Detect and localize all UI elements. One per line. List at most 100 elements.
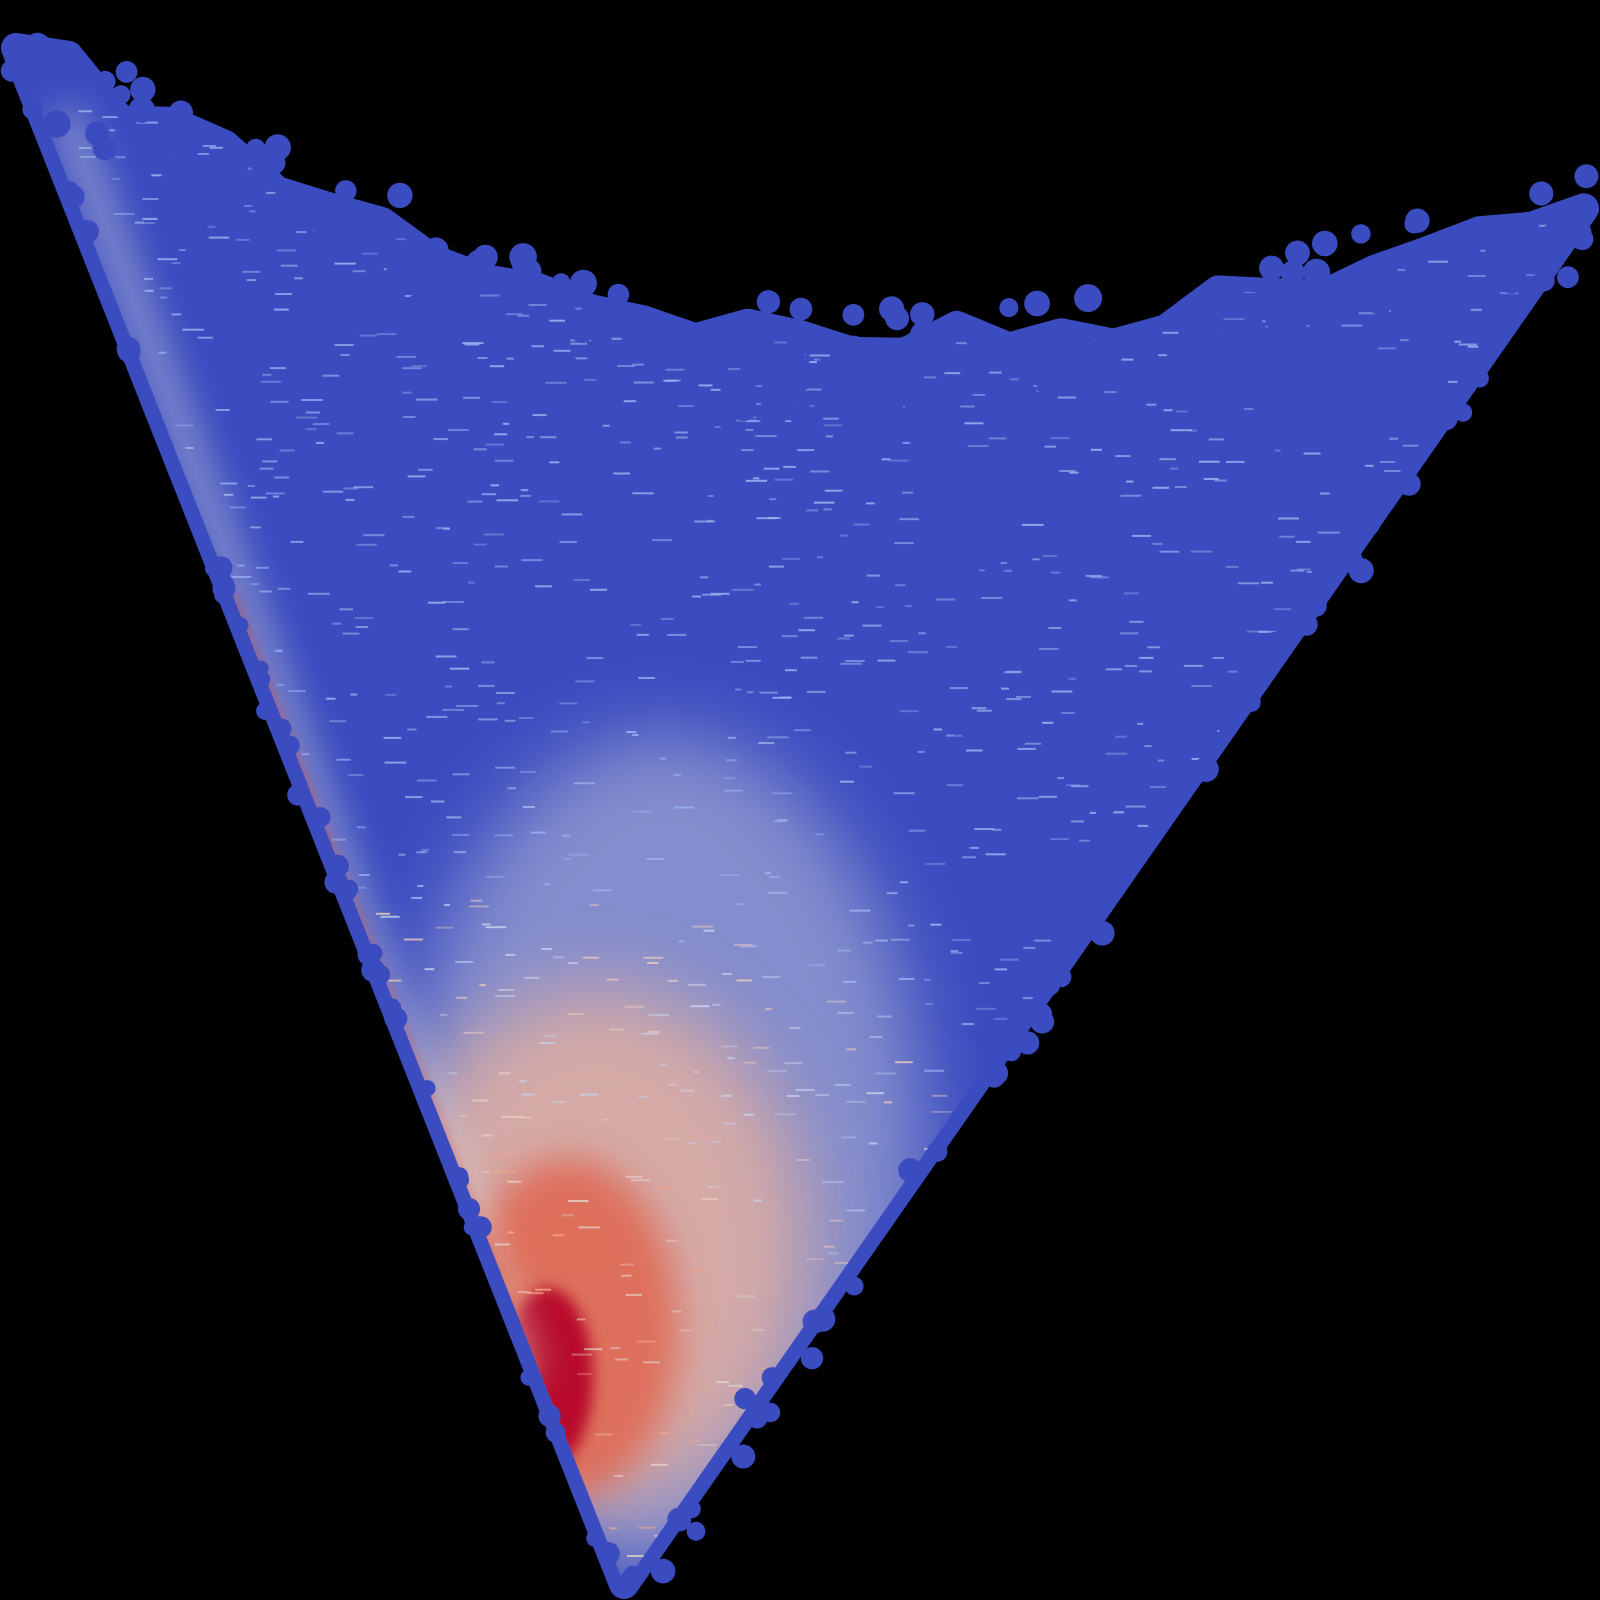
point-speckle [481,923,491,926]
point-speckle [1115,735,1127,738]
point-speckle [587,100,602,103]
point-speckle [1306,570,1314,573]
point-speckle [462,342,484,345]
outlier-point [505,273,529,298]
point-speckle [602,1118,609,1121]
point-speckle [489,365,505,368]
outlier-point [243,181,264,202]
point-speckle [753,477,760,480]
point-speckle [1163,409,1173,412]
point-speckle [142,198,159,200]
point-speckle [785,420,795,423]
outlier-point [444,267,470,293]
outlier-point [111,85,131,105]
point-speckle [1467,275,1486,277]
point-speckle [1121,358,1134,361]
point-speckle [845,751,857,754]
outlier-point [335,180,357,202]
point-speckle [706,201,716,204]
point-speckle [1104,169,1126,172]
point-speckle [383,736,402,739]
outlier-point [1453,403,1473,422]
point-speckle [674,431,688,434]
point-speckle [426,715,448,718]
point-speckle [266,191,276,194]
point-speckle [895,584,906,587]
point-speckle [853,239,870,242]
outlier-point [1228,685,1247,704]
point-speckle [606,978,619,981]
point-speckle [136,121,158,124]
point-speckle [179,249,186,252]
outlier-point [1024,290,1050,317]
point-speckle [768,565,784,568]
point-speckle [389,564,399,567]
point-speckle [662,1137,682,1140]
outlier-point [313,214,338,239]
point-speckle [733,943,753,946]
point-speckle [619,1263,634,1266]
outlier-point [361,958,385,982]
point-speckle [952,939,971,942]
point-speckle [242,270,261,273]
point-speckle [463,1031,484,1034]
outlier-point [1285,240,1310,266]
point-speckle [894,542,914,545]
outlier-point [252,660,269,677]
point-speckle [288,690,306,693]
point-speckle [693,1071,699,1074]
point-speckle [142,217,158,220]
point-speckle [1017,797,1039,800]
point-speckle [1137,722,1144,725]
point-speckle [487,121,500,124]
outlier-point [1001,1031,1021,1051]
point-speckle [885,273,905,276]
point-speckle [647,1030,660,1033]
point-speckle [531,224,539,227]
point-speckle [711,1003,721,1006]
point-speckle [277,684,285,686]
point-speckle [424,968,435,971]
point-speckle [459,1115,468,1117]
point-speckle [1389,437,1399,440]
point-speckle [1379,460,1396,463]
point-speckle [220,482,238,485]
point-speckle [754,583,761,586]
point-speckle [966,749,983,752]
point-speckle [774,478,794,481]
point-speckle [384,761,407,764]
point-speckle [552,1101,566,1104]
point-speckle [960,135,981,138]
outlier-point [606,346,625,365]
point-speckle [403,938,423,941]
point-speckle [470,899,483,902]
point-speckle [961,1023,974,1026]
point-speckle [1272,180,1295,183]
point-speckle [1402,444,1424,447]
outlier-point [910,302,935,327]
point-speckle [745,131,762,134]
point-speckle [974,828,994,830]
point-speckle [496,499,518,502]
point-speckle [1044,445,1056,448]
point-speckle [670,270,683,273]
outlier-point [595,310,621,336]
outlier-point [810,1306,836,1332]
point-speckle [1051,690,1073,693]
outlier-point [1484,236,1509,260]
point-speckle [876,1015,893,1018]
point-speckle [565,357,588,360]
point-speckle [1149,786,1167,788]
point-speckle [576,1318,586,1321]
point-speckle [1183,664,1204,667]
point-speckle [992,297,1007,300]
point-speckle [496,702,505,705]
outlier-point [1366,316,1393,342]
point-speckle [1098,246,1112,249]
point-speckle [208,236,229,239]
point-speckle [158,351,167,354]
point-speckle [416,398,438,401]
point-speckle [646,857,665,860]
outlier-point [790,403,816,429]
point-speckle [834,1261,852,1264]
